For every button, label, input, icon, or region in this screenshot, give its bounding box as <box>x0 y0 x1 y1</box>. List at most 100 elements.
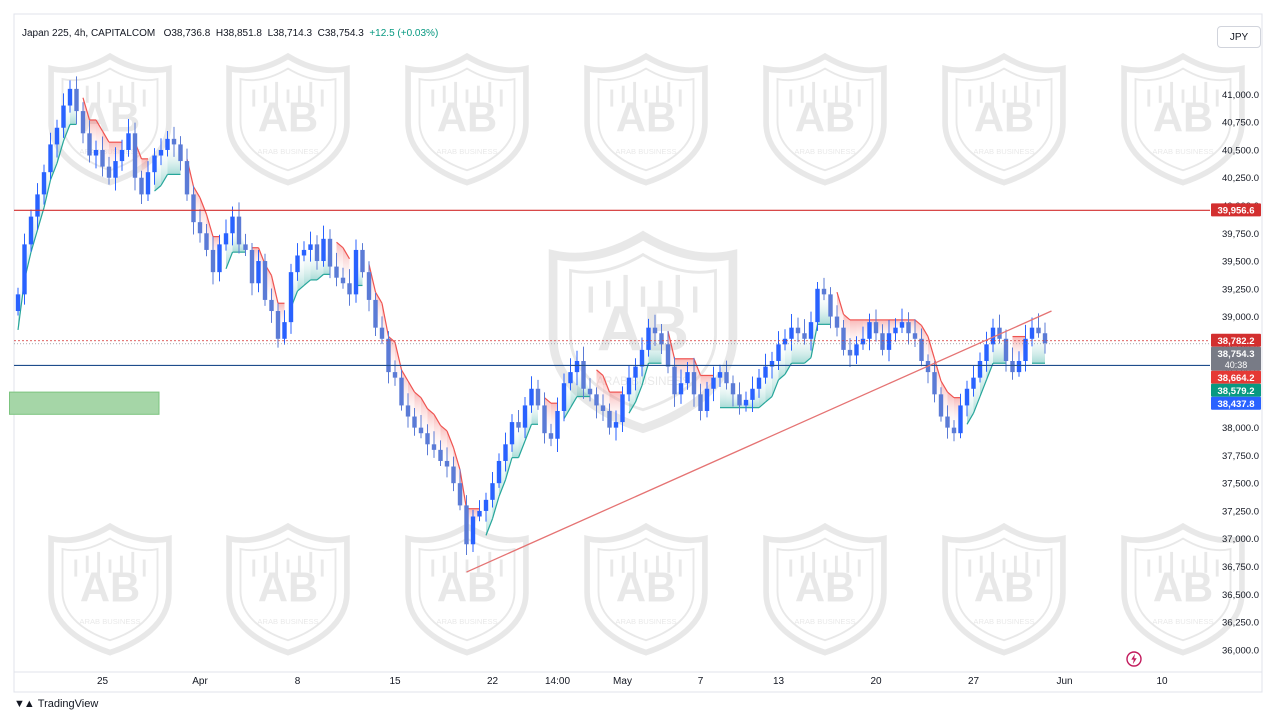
x-tick-label: 10 <box>1156 676 1168 687</box>
price-label-text: 39,956.6 <box>1218 205 1255 216</box>
candle-down <box>548 433 554 439</box>
supertrend-up-segment <box>778 373 786 381</box>
candle-down <box>581 361 586 389</box>
candle-up <box>984 344 989 361</box>
candle-down <box>938 394 944 417</box>
candle-down <box>191 194 196 223</box>
low-value: L38,714.3 <box>267 28 313 39</box>
candle-down <box>74 88 79 112</box>
candle-up <box>41 172 47 195</box>
price-label-badge <box>1211 383 1261 397</box>
candle-down <box>106 166 112 178</box>
supertrend-down-segment <box>843 313 851 321</box>
x-tick-label: 7 <box>698 676 704 687</box>
watermark-caption: ARAB BUSINESS <box>794 617 855 626</box>
candle-up <box>230 216 235 234</box>
tradingview-logo[interactable]: ▼▲ TradingView <box>14 698 98 710</box>
demand-zone-layer <box>9 391 160 415</box>
candle-up <box>776 344 781 361</box>
candle-down <box>425 433 430 445</box>
candle-up <box>496 460 502 484</box>
y-tick-label: 37,500.0 <box>1222 479 1259 490</box>
candle-down <box>340 277 346 284</box>
supertrend-down-segment <box>374 291 383 304</box>
watermark-caption: ARAB BUSINESS <box>257 147 318 156</box>
candle-up <box>613 422 619 428</box>
supertrend-up-segment <box>485 518 494 536</box>
candle-up <box>477 510 482 517</box>
watermark-letters: AB <box>795 563 855 610</box>
candle-up <box>958 405 963 434</box>
x-tick-label: 8 <box>295 676 301 687</box>
x-tick-label: 20 <box>870 676 882 687</box>
supertrend-down-segment <box>407 380 416 393</box>
pane-border <box>13 13 1263 693</box>
candle-up <box>54 127 60 145</box>
watermark-caption: ARAB BUSINESS <box>615 147 676 156</box>
candle-down <box>659 333 664 345</box>
candle-up <box>639 349 645 367</box>
candle-up <box>808 322 814 339</box>
y-tick-label: 39,000.0 <box>1222 312 1259 323</box>
supertrend-fill <box>96 119 103 159</box>
price-label-text: 38,579.2 <box>1218 386 1255 397</box>
supertrend-down-segment <box>192 186 201 199</box>
candle-up <box>860 338 866 345</box>
supertrend-down-segment <box>427 408 435 415</box>
time-axis: 25 Apr 8 15 22 14:00 May 7 13 20 27 Jun 10 <box>14 671 1262 687</box>
candle-down <box>737 394 742 406</box>
supertrend-fill <box>681 358 688 389</box>
candle-down <box>724 372 729 384</box>
watermark-letters: AB <box>974 93 1034 140</box>
candle-down <box>80 111 86 134</box>
candle-up <box>522 405 528 428</box>
supertrend-fill <box>837 292 844 339</box>
watermark-logo-icon: AB ARAB BUSINESS <box>584 52 708 186</box>
supertrend-fill <box>986 336 993 380</box>
supertrend-down-segment <box>947 391 955 399</box>
price-levels-layer <box>14 209 1210 367</box>
candle-up <box>782 338 788 345</box>
currency-button[interactable]: JPY <box>1217 26 1261 48</box>
supertrend-down-segment <box>446 430 455 448</box>
supertrend-fill <box>843 314 850 353</box>
supertrend-down-segment <box>667 330 676 359</box>
supertrend-up-segment <box>634 385 643 403</box>
supertrend-up-segment <box>771 379 780 397</box>
tradingview-mark-icon: ▼▲ <box>14 698 35 710</box>
supertrend-down-segment <box>420 397 429 410</box>
supertrend-up-segment <box>641 363 650 386</box>
candle-up <box>886 333 892 350</box>
candle-up <box>854 344 859 356</box>
candle-down <box>418 427 424 434</box>
supertrend-up-segment <box>972 396 981 414</box>
watermark-logo-icon: AB ARAB BUSINESS <box>763 522 887 656</box>
x-tick-label: May <box>613 676 632 687</box>
symbol-title[interactable]: Japan 225, 4h, CAPITALCOM <box>22 28 156 39</box>
demand-zone <box>9 391 160 415</box>
y-tick-label: 39,250.0 <box>1222 284 1259 295</box>
candle-up <box>977 361 983 378</box>
candle-down <box>698 394 703 411</box>
y-tick-label: 36,250.0 <box>1222 618 1259 629</box>
candle-down <box>347 283 352 295</box>
candle-up <box>633 366 638 378</box>
supertrend-fill <box>694 358 701 403</box>
candle-up <box>126 133 131 150</box>
candle-down <box>392 372 398 378</box>
candle-up <box>750 388 755 400</box>
candle-down <box>262 261 268 300</box>
candle-down <box>932 372 937 395</box>
lightning-icon[interactable] <box>1125 650 1143 668</box>
x-tick-label: Apr <box>192 676 208 687</box>
watermark-caption: ARAB BUSINESS <box>1152 617 1213 626</box>
candle-down <box>652 327 658 334</box>
candle-up <box>743 399 749 406</box>
candle-down <box>1010 361 1015 373</box>
candle-down <box>997 327 1002 339</box>
candle-down <box>587 388 593 395</box>
watermark-letters: AB <box>616 93 676 140</box>
supertrend-layer <box>17 97 1045 536</box>
watermark-caption: ARAB BUSINESS <box>436 147 497 156</box>
